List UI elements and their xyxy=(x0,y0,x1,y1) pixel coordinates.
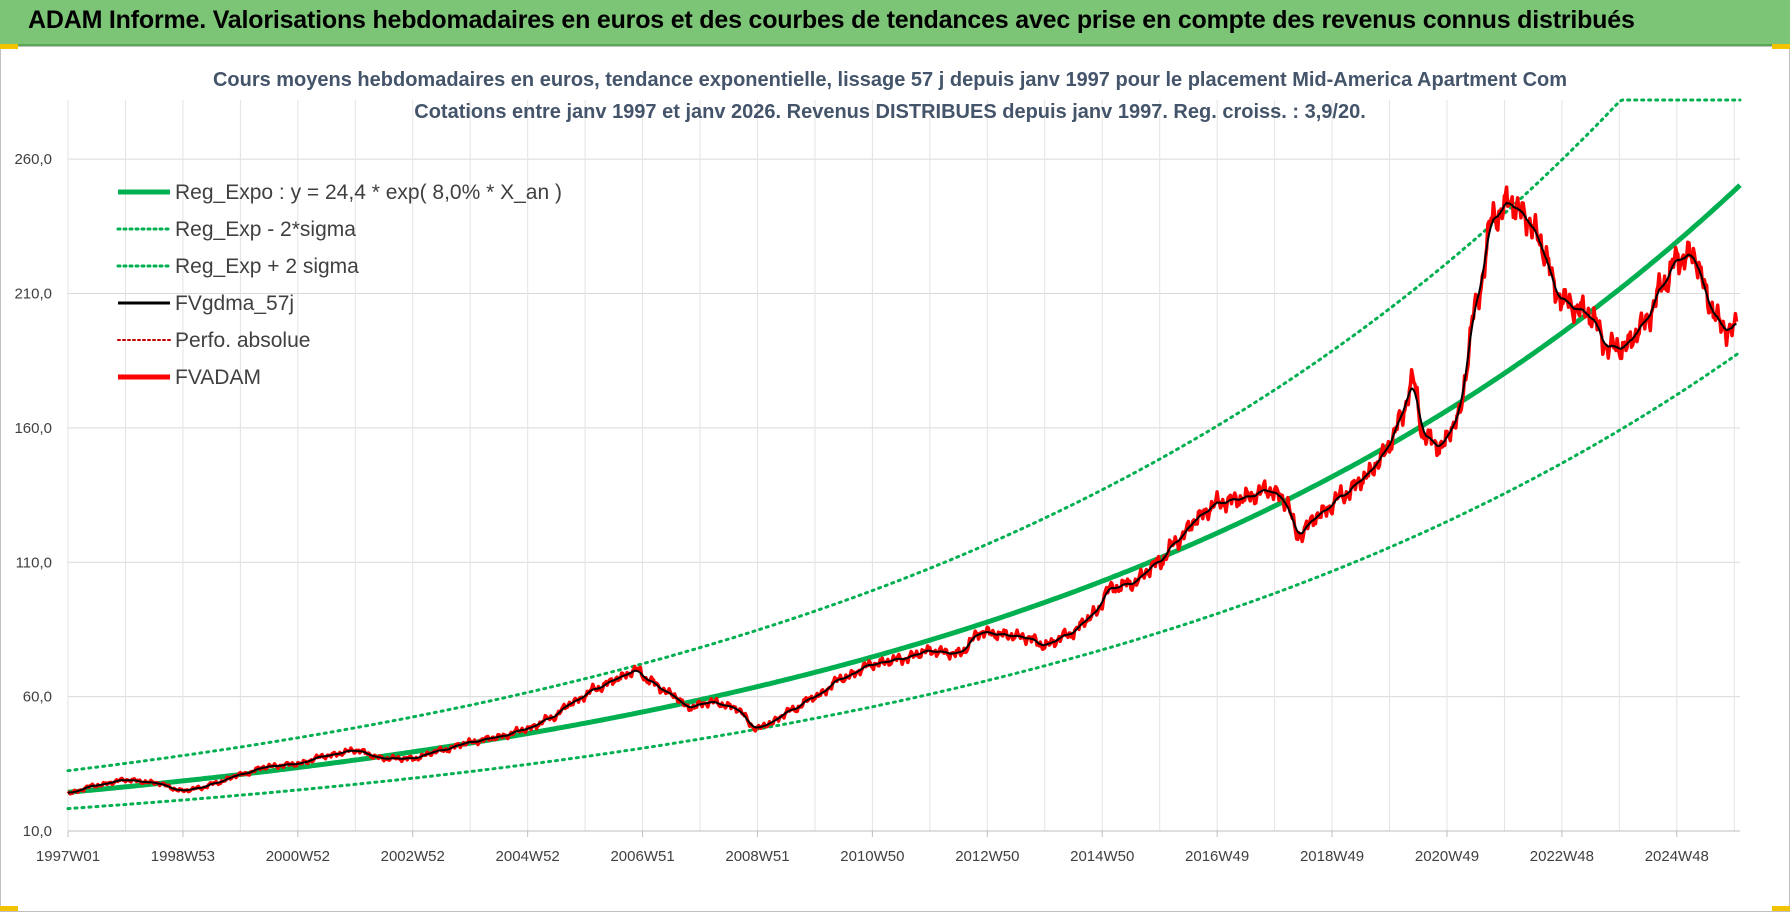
corner-mark xyxy=(0,906,18,911)
x-tick-label: 2016W49 xyxy=(1185,848,1249,865)
y-tick-label: 110,0 xyxy=(16,554,52,571)
x-tick-label: 2000W52 xyxy=(266,848,330,865)
legend-label: Reg_Expo : y = 24,4 * exp( 8,0% * X_an ) xyxy=(175,181,562,204)
grid xyxy=(67,100,1740,832)
legend-label: Reg_Exp + 2 sigma xyxy=(175,255,359,278)
legend: Reg_Expo : y = 24,4 * exp( 8,0% * X_an )… xyxy=(116,181,562,389)
x-tick-label: 2004W52 xyxy=(496,848,560,865)
x-tick-label: 2014W50 xyxy=(1070,848,1134,865)
x-tick-label: 2024W48 xyxy=(1645,848,1709,865)
series-fvgdma-57j xyxy=(67,201,1737,794)
x-tick-label: 2012W50 xyxy=(955,848,1019,865)
x-tick-label: 2010W50 xyxy=(840,848,904,865)
legend-label: FVgdma_57j xyxy=(175,292,294,315)
chart-title: Cours moyens hebdomadaires en euros, ten… xyxy=(213,69,1567,91)
series-reg-exp-plus-2-sigma xyxy=(66,98,1742,773)
y-tick-label: 210,0 xyxy=(14,286,52,303)
y-axis: 10,0 60,0 110,0 160,0 210,0 260,0 xyxy=(14,151,52,840)
legend-label: FVADAM xyxy=(175,366,261,389)
legend-label: Perfo. absolue xyxy=(175,329,310,352)
x-tick-label: 2008W51 xyxy=(725,848,789,865)
y-tick-label: 10,0 xyxy=(23,823,52,840)
x-tick-label: 2020W49 xyxy=(1415,848,1479,865)
series-reg-exp-minus-2-sigma xyxy=(66,350,1742,811)
corner-mark xyxy=(1772,44,1790,49)
chart-subtitle: Cotations entre janv 1997 et janv 2026. … xyxy=(414,101,1366,123)
plot-lines xyxy=(66,98,1742,811)
chart-area: 10,0 60,0 110,0 160,0 210,0 260,0 1997W01 1998… xyxy=(14,69,1742,865)
legend-label: Reg_Exp - 2*sigma xyxy=(175,218,356,241)
x-tick-label: 1997W01 xyxy=(36,848,100,865)
x-tick-label: 2002W52 xyxy=(381,848,445,865)
corner-mark xyxy=(1772,906,1790,911)
x-tick-label: 1998W53 xyxy=(151,848,215,865)
y-tick-label: 260,0 xyxy=(14,151,52,168)
series-fvadam xyxy=(66,185,1739,796)
x-tick-label: 2006W51 xyxy=(610,848,674,865)
y-tick-label: 160,0 xyxy=(14,420,52,437)
y-tick-label: 60,0 xyxy=(23,689,52,706)
corner-mark xyxy=(0,44,18,49)
x-axis: 1997W01 1998W53 2000W52 2002W52 2004W52 2006W… xyxy=(36,831,1709,865)
x-tick-label: 2022W48 xyxy=(1530,848,1594,865)
banner-title: ADAM Informe. Valorisations hebdomadaire… xyxy=(28,6,1635,34)
title-banner: ADAM Informe. Valorisations hebdomadaire… xyxy=(0,0,1790,46)
x-tick-label: 2018W49 xyxy=(1300,848,1364,865)
